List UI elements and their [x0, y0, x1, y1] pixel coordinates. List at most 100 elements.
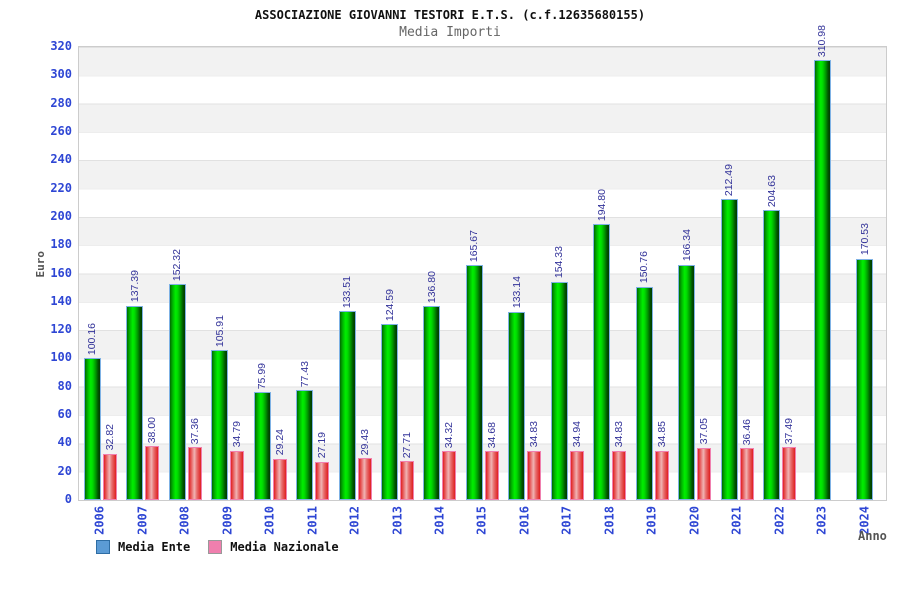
bar-value-label: 212.49	[723, 164, 736, 197]
bar-value-label: 27.71	[401, 431, 414, 458]
chart-title: ASSOCIAZIONE GIOVANNI TESTORI E.T.S. (c.…	[254, 8, 646, 22]
bar-value-label: 75.99	[256, 363, 269, 390]
bar-media-ente: 310.98	[813, 25, 831, 500]
legend-item-media-ente[interactable]: Media Ente	[96, 540, 190, 554]
bar-fill	[400, 460, 415, 500]
bar-fill	[296, 390, 314, 500]
y-tick-label: 200	[50, 208, 72, 223]
bar-fill	[357, 458, 372, 500]
bar-group: 133.51 29.43 2012	[334, 47, 376, 535]
bar-group: 75.99 29.24 2010	[249, 47, 291, 535]
bar-value-label: 133.51	[341, 275, 354, 308]
bar-value-label: 150.76	[638, 251, 651, 284]
bar-fill	[423, 306, 441, 500]
legend: Media Ente Media Nazionale	[96, 540, 339, 554]
bar-value-label: 136.80	[425, 271, 438, 304]
bar-fill	[126, 305, 144, 500]
y-tick-label: 100	[50, 350, 72, 365]
y-tick-label: 80	[57, 378, 72, 393]
bar-fill	[593, 224, 611, 500]
bar-group: 136.80 34.32 2014	[419, 47, 461, 535]
bar-group: 165.67 34.68 2015	[461, 47, 503, 535]
bar-media-nazionale: 34.68	[484, 422, 499, 500]
x-tick-label: 2016	[517, 506, 532, 535]
bar-fill	[211, 350, 229, 500]
bar-media-nazionale: 29.24	[272, 429, 287, 500]
bar-media-nazionale: 27.19	[315, 432, 330, 500]
bar-media-nazionale: 34.83	[527, 421, 542, 500]
bar-fill	[569, 450, 584, 500]
bar-value-label: 29.43	[358, 429, 371, 456]
x-tick-label: 2014	[432, 506, 447, 535]
bar-fill	[253, 392, 271, 500]
bar-fill	[508, 311, 526, 500]
bar-group: 133.14 34.83 2016	[504, 47, 546, 535]
x-tick-label: 2007	[135, 506, 150, 535]
bar-media-nazionale: 37.05	[697, 418, 712, 500]
x-tick-label: 2021	[729, 506, 744, 535]
bar-media-ente: 136.80	[423, 271, 441, 500]
bar-media-ente: 150.76	[635, 251, 653, 500]
x-tick-label: 2006	[92, 506, 107, 535]
bar-media-nazionale: 34.94	[569, 421, 584, 500]
bar-group: 105.91 34.79 2009	[206, 47, 248, 535]
bar-fill	[697, 447, 712, 500]
chart-subtitle: Media Importi	[399, 25, 501, 40]
y-tick-label: 320	[50, 39, 72, 53]
media-nazionale-swatch-icon	[208, 540, 223, 554]
bar-media-ente: 124.59	[381, 289, 399, 500]
bar-value-label: 34.85	[655, 421, 668, 448]
bar-groups: 100.16 32.82 2006 137.39 38.00 2007 152.32 37.3…	[79, 25, 886, 535]
bar-media-ente: 194.80	[593, 189, 611, 500]
legend-label: Media Ente	[118, 540, 191, 554]
bar-media-nazionale: 34.32	[442, 422, 457, 500]
y-tick-label: 60	[57, 407, 72, 422]
bar-value-label: 105.91	[213, 314, 226, 348]
bar-value-label: 32.82	[103, 424, 116, 451]
media-ente-swatch-icon	[96, 540, 110, 554]
bar-value-label: 29.24	[273, 429, 286, 456]
bar-media-ente: 133.51	[338, 276, 356, 500]
bar-value-label: 37.05	[698, 418, 711, 445]
y-tick-label: 180	[50, 237, 72, 252]
bar-fill	[527, 450, 542, 500]
x-tick-label: 2018	[602, 506, 617, 535]
bar-value-label: 133.14	[510, 276, 523, 309]
plot-area: 100.16 32.82 2006 137.39 38.00 2007 152.32 37.3…	[78, 25, 887, 535]
bar-media-nazionale: 38.00	[145, 417, 160, 500]
bar-value-label: 194.80	[595, 189, 608, 222]
y-tick-label: 280	[50, 95, 72, 110]
bar-fill	[272, 458, 287, 500]
bar-fill	[145, 446, 160, 500]
bar-value-label: 34.32	[443, 422, 456, 449]
bar-value-label: 170.53	[858, 223, 871, 256]
bar-fill	[678, 264, 696, 500]
bar-media-ente: 75.99	[253, 363, 271, 500]
bar-value-label: 27.19	[316, 432, 329, 459]
bar-fill	[230, 450, 245, 500]
bar-value-label: 77.43	[298, 361, 311, 388]
y-tick-label: 0	[64, 492, 72, 506]
bar-media-nazionale: 34.85	[654, 421, 669, 500]
x-axis-title: Anno	[858, 529, 887, 543]
legend-item-media-nazionale[interactable]: Media Nazionale	[208, 540, 339, 554]
y-tick-label: 120	[50, 322, 72, 337]
bar-fill	[187, 447, 202, 500]
bar-value-label: 34.83	[613, 421, 626, 448]
bar-value-label: 37.49	[783, 417, 796, 444]
bar-media-ente: 166.34	[678, 229, 696, 500]
bar-fill	[654, 450, 669, 500]
bar-fill	[338, 311, 356, 500]
bar-fill	[465, 265, 483, 500]
bar-group: 154.33 34.94 2017	[546, 47, 588, 535]
bar-fill	[612, 450, 627, 500]
bar-value-label: 100.16	[86, 323, 99, 356]
y-tick-label: 220	[50, 180, 72, 195]
x-tick-label: 2013	[390, 506, 405, 535]
bar-group: 137.39 38.00 2007	[121, 47, 163, 535]
x-tick-label: 2019	[644, 506, 659, 535]
bar-value-label: 34.94	[570, 421, 583, 448]
bar-group: 170.53 2024	[843, 47, 885, 535]
x-tick-label: 2015	[474, 506, 489, 535]
